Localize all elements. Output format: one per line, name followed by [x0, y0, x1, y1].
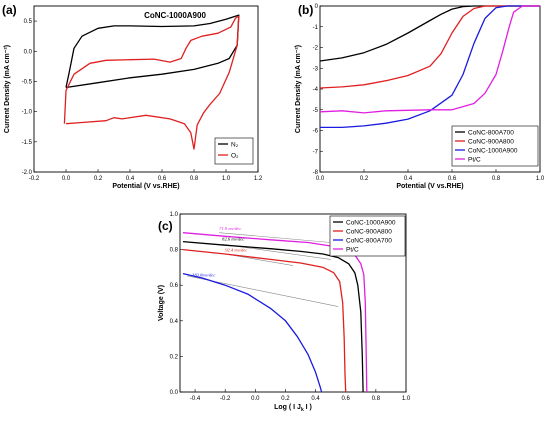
x-tick-label: 0.0: [251, 396, 260, 402]
x-tick-label: 1.0: [536, 176, 545, 182]
series-line: [319, 5, 540, 62]
y-tick-label: -4: [313, 87, 319, 93]
y-tick-label: -5: [313, 108, 319, 114]
panel-a-ylabel: Current Density (mA cm⁻²): [4, 45, 11, 133]
x-tick-label: 0.0: [62, 176, 71, 182]
y-tick-label: 0.4: [170, 319, 179, 325]
x-tick-label: -0.2: [220, 396, 231, 402]
y-tick-label: -2: [313, 46, 319, 52]
legend-box: [451, 125, 539, 167]
y-tick-label: -1.5: [22, 140, 33, 146]
y-tick-label: -0.5: [22, 79, 33, 85]
series-line: [182, 240, 364, 393]
series-line: [319, 5, 540, 114]
panel-a-series: [63, 14, 240, 150]
legend-label: CoNC-1000A900: [346, 219, 396, 226]
panel-c-annotations: 71.9 mv/dec 82.6 mv/dec 92.4 mv/dec 183.8mv…: [192, 226, 247, 277]
x-tick-label: 0.6: [158, 176, 167, 182]
panel-b: (b) 0.0 0.2 0.4 0.6 0.8 1.0-8-7-6-5-4-3-2-10 …: [295, 3, 545, 190]
x-tick-label: 0.2: [281, 396, 290, 402]
y-tick-label: 0.8: [170, 248, 179, 254]
x-tick-label: 0.8: [372, 396, 381, 402]
y-tick-label: 1.0: [170, 212, 179, 218]
y-tick-label: 0: [315, 4, 319, 10]
x-tick-label: 1.0: [222, 176, 231, 182]
y-tick-label: -1.0: [22, 110, 33, 116]
tafel-slope-label: 183.8mv/dec: [192, 272, 215, 277]
x-tick-label: 1.2: [254, 176, 263, 182]
legend-label: N₂: [231, 141, 239, 148]
y-tick-label: -2.0: [22, 170, 33, 176]
panel-b-label: (b): [298, 3, 313, 17]
x-tick-label: 0.8: [492, 176, 501, 182]
panel-b-legend: CoNC-800A700 CoNC-900A800 CoNC-1000A900 Pt/…: [451, 125, 539, 167]
panel-b-axes: 0.0 0.2 0.4 0.6 0.8 1.0 -8 -7 -6 -5 -4 -3 -2 -1 0: [313, 4, 545, 182]
legend-label: CoNC-800A700: [346, 237, 392, 244]
x-tick-label: 0.6: [448, 176, 457, 182]
series-line: [319, 5, 540, 89]
panel-a-xlabel: Potential (V vs.RHE): [112, 183, 179, 190]
panel-c-label: (c): [158, 219, 173, 233]
panel-a-frame: [33, 5, 259, 173]
x-tick-label: -0.2: [29, 176, 40, 182]
tafel-slope-label: 71.9 mv/dec: [219, 226, 241, 231]
y-tick-label: 0.5: [24, 19, 33, 25]
series-line: [63, 15, 240, 150]
y-tick-label: -6: [313, 129, 319, 135]
panel-a-label: (a): [2, 3, 17, 17]
x-tick-label: 1.0: [402, 396, 411, 402]
panel-b-ylabel: Current Density (mA cm⁻²): [295, 45, 302, 133]
legend-label: CoNC-800A700: [468, 129, 514, 136]
x-tick-label: 0.4: [404, 176, 413, 182]
x-tick-label: 0.2: [94, 176, 103, 182]
y-tick-label: 0.6: [170, 283, 179, 289]
y-tick-label: -3: [313, 66, 319, 72]
panel-a-legend: N₂ O₂: [214, 137, 254, 165]
panel-b-series: [319, 5, 540, 129]
panel-c-xlabel: Log ( I Jk I ): [274, 404, 312, 413]
tafel-slope-label: 82.6 mv/dec: [222, 237, 244, 242]
series-line: [182, 272, 323, 393]
panel-c-xlabel-end: I ): [304, 404, 312, 411]
x-tick-label: 0.2: [360, 176, 369, 182]
series-line: [320, 5, 540, 129]
y-tick-label: -1: [313, 25, 319, 31]
panel-c-legend: CoNC-1000A900 CoNC-900A800 CoNC-800A700 Pt/…: [329, 215, 406, 257]
panel-a-title: CoNC-1000A900: [144, 11, 206, 20]
y-tick-label: 0.2: [170, 354, 179, 360]
tafel-fit-line: [219, 232, 331, 243]
legend-label: Pt/C: [346, 246, 359, 253]
panel-c-ylabel: Voltage (V): [158, 285, 165, 321]
panel-b-xlabel: Potential (V vs.RHE): [396, 183, 463, 190]
x-tick-label: 0.0: [316, 176, 325, 182]
legend-box: [214, 137, 254, 165]
panel-c-xlabel-sub: k: [301, 407, 304, 413]
x-tick-label: 0.4: [126, 176, 135, 182]
legend-label: O₂: [231, 152, 239, 159]
panel-c-series: [182, 232, 368, 393]
legend-label: CoNC-900A800: [346, 228, 392, 235]
x-tick-label: 0.8: [190, 176, 199, 182]
panel-a-axes: -0.2 0.0 0.2 0.4 0.6 0.8 1.0 1.2 -2.0 -1.5 -1.0 -0.…: [22, 19, 263, 182]
series-line: [65, 14, 240, 89]
y-tick-label: -8: [313, 170, 319, 176]
panel-c-xlabel-start: Log ( I J: [274, 404, 301, 411]
legend-label: Pt/C: [468, 156, 481, 163]
y-tick-label: -7: [313, 149, 319, 155]
panel-c: (c) -0.4 -0.2 0.0 0.2 0.4 0.6 0.8 1.0 0.0 0.2 0.4 0…: [158, 212, 411, 413]
x-tick-label: 0.4: [311, 396, 320, 402]
x-tick-label: 0.6: [342, 396, 351, 402]
panel-c-frame: [179, 213, 407, 393]
legend-label: CoNC-900A800: [468, 138, 514, 145]
legend-label: CoNC-1000A900: [468, 147, 518, 154]
panel-a: (a) CoNC-1000A900 -0.2 0.0 0.2 0.4 0.6 0.8 1.0…: [2, 3, 263, 190]
y-tick-label: 0.0: [170, 390, 179, 396]
panel-c-axes: -0.4 -0.2 0.0 0.2 0.4 0.6 0.8 1.0 0.0 0.2 0.4 0.6 0.…: [170, 212, 411, 402]
series-line: [182, 248, 347, 393]
x-tick-label: -0.4: [190, 396, 201, 402]
tafel-slope-label: 92.4 mv/dec: [225, 247, 247, 252]
y-tick-label: 0.0: [24, 49, 33, 55]
